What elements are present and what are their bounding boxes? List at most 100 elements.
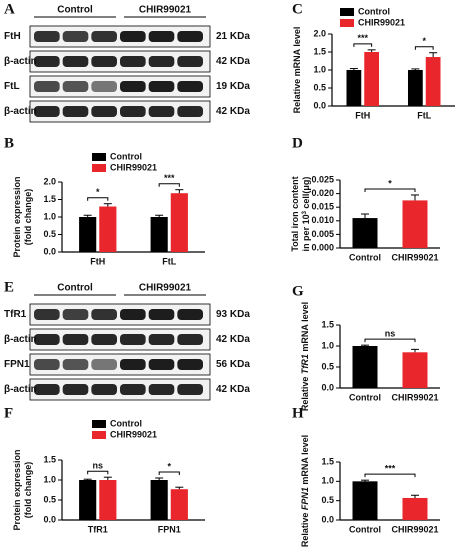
y-axis-label: (fold change) — [23, 462, 33, 519]
bar — [99, 480, 117, 520]
blot-band — [177, 106, 203, 117]
blot-band — [62, 309, 89, 320]
panel-letter: C — [292, 1, 303, 17]
x-tick-label: FtL — [417, 110, 431, 120]
group-label: CHIR99021 — [139, 5, 192, 16]
legend-swatch — [92, 431, 106, 439]
row-label: FPN1 — [4, 359, 30, 370]
bar — [352, 481, 378, 520]
x-tick-label: FtH — [355, 110, 370, 120]
row-label: β-actin — [4, 56, 37, 67]
legend-swatch — [92, 153, 106, 161]
error-bar — [429, 52, 438, 58]
significance-label: ns — [385, 329, 396, 339]
blot-band — [177, 81, 203, 92]
error-bar — [83, 214, 92, 217]
bar — [150, 480, 168, 520]
error-bar — [411, 348, 419, 353]
y-axis-label-part: Relative mRNA level — [292, 27, 302, 114]
significance-bracket — [353, 43, 373, 47]
y-axis-label-part: (fold change) — [23, 189, 33, 246]
blot-band — [120, 384, 146, 395]
y-tick-label: 1.5 — [43, 194, 56, 204]
significance-label: * — [167, 461, 171, 471]
significance-bracket — [158, 183, 180, 187]
x-tick-label: Control — [349, 252, 381, 262]
blot-band — [177, 56, 203, 67]
blot-band — [148, 56, 175, 67]
blot-band — [91, 309, 117, 320]
blot-band — [148, 106, 175, 117]
error-bar — [411, 194, 419, 201]
significance-label: * — [388, 178, 392, 188]
y-tick-label: 0.5 — [43, 229, 56, 239]
row-size: 42 KDa — [216, 384, 250, 395]
row-label: FtL — [4, 81, 20, 92]
row-size: 19 KDa — [216, 81, 250, 92]
blot-band — [34, 334, 60, 345]
significance-label: * — [422, 36, 426, 46]
error-bar — [361, 479, 369, 482]
row-size: 56 KDa — [216, 359, 250, 370]
row-size: 42 KDa — [216, 334, 250, 345]
blot-band — [91, 56, 117, 67]
error-bar — [367, 49, 376, 52]
y-tick-label: 0.0 — [321, 382, 334, 392]
y-tick-label: 1.0 — [321, 340, 334, 350]
blot-band — [148, 359, 175, 370]
blot-band — [62, 81, 89, 92]
blot-band — [34, 81, 60, 92]
panel-letter: H — [292, 405, 304, 421]
error-bar — [349, 68, 358, 70]
x-tick-label: CHIR99021 — [391, 524, 438, 534]
y-tick-label: 1.5 — [321, 456, 334, 466]
significance-bracket — [87, 470, 109, 475]
error-bar — [103, 476, 112, 480]
error-bar — [175, 189, 184, 194]
y-tick-label: 0.000 — [311, 242, 334, 252]
panel-letter: E — [4, 279, 14, 295]
panel-letter: D — [292, 135, 303, 151]
blot-band — [177, 309, 203, 320]
blot-band — [120, 359, 146, 370]
y-axis-label-part: Protein expression — [12, 449, 22, 530]
significance-label: *** — [385, 464, 396, 474]
y-axis-label: Relative TfR1 mRNA level — [300, 302, 310, 411]
blot-band — [91, 384, 117, 395]
y-axis-label-part: FPN1 — [300, 487, 310, 510]
bar — [407, 70, 423, 106]
y-axis-label-part: cell(μg) — [301, 177, 311, 212]
row-size: 21 KDa — [216, 31, 250, 42]
y-tick-label: 0.010 — [311, 215, 334, 225]
error-bar — [155, 214, 164, 217]
blot-band — [34, 106, 60, 117]
legend-swatch — [92, 420, 106, 428]
significance-label: * — [96, 187, 100, 197]
blot-band — [34, 309, 60, 320]
y-tick-label: 1.0 — [321, 476, 334, 486]
y-tick-label: 1.0 — [43, 474, 56, 484]
blot-band — [91, 334, 117, 345]
significance-bracket — [364, 188, 416, 192]
bar — [402, 497, 428, 520]
x-tick-label: TfR1 — [88, 524, 108, 534]
blot-band — [34, 359, 60, 370]
blot-band — [120, 309, 146, 320]
bar — [150, 217, 168, 252]
blot-band — [120, 106, 146, 117]
row-label: TfR1 — [4, 309, 27, 320]
blot-band — [177, 384, 203, 395]
x-tick-label: Control — [349, 524, 381, 534]
row-size: 42 KDa — [216, 56, 250, 67]
row-label: β-actin — [4, 334, 37, 345]
row-label: FtH — [4, 31, 21, 42]
y-axis-label-part: mRNA level — [300, 302, 310, 354]
legend-label: Control — [110, 418, 142, 428]
y-axis-label: (fold change) — [23, 189, 33, 246]
y-axis-label: in per 103 cell(μg) — [301, 177, 311, 252]
blot-band — [120, 56, 146, 67]
legend-label: CHIR99021 — [110, 429, 157, 439]
bar — [170, 193, 188, 252]
y-axis-label: Total iron content — [290, 176, 300, 251]
blot-band — [91, 31, 117, 42]
